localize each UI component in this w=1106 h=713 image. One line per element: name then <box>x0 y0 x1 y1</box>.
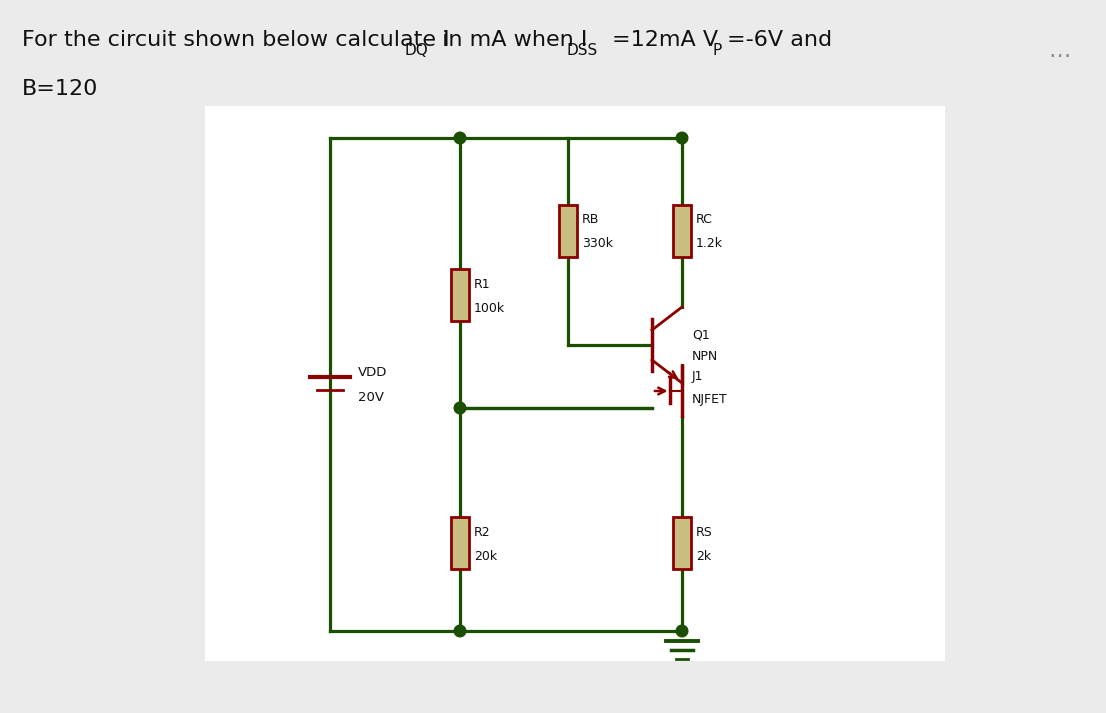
Circle shape <box>455 132 466 144</box>
FancyBboxPatch shape <box>559 205 577 257</box>
FancyBboxPatch shape <box>451 269 469 321</box>
FancyBboxPatch shape <box>672 205 691 257</box>
Text: in mA when I: in mA when I <box>435 30 587 50</box>
Text: 2k: 2k <box>696 550 711 563</box>
Text: J1: J1 <box>692 371 703 384</box>
Text: RB: RB <box>582 213 599 227</box>
Text: 330k: 330k <box>582 237 613 250</box>
Text: 20k: 20k <box>474 550 497 563</box>
Text: DSS: DSS <box>567 43 598 58</box>
Text: VDD: VDD <box>358 366 387 379</box>
Text: …: … <box>1048 41 1072 61</box>
Text: For the circuit shown below calculate I: For the circuit shown below calculate I <box>22 30 450 50</box>
FancyBboxPatch shape <box>672 517 691 569</box>
Text: R2: R2 <box>474 525 491 538</box>
Text: NPN: NPN <box>692 351 718 364</box>
Circle shape <box>676 132 688 144</box>
Text: RS: RS <box>696 525 712 538</box>
Text: B=120: B=120 <box>22 79 98 99</box>
Circle shape <box>676 625 688 637</box>
Text: Q1: Q1 <box>692 329 710 342</box>
FancyBboxPatch shape <box>451 517 469 569</box>
Text: P: P <box>713 43 722 58</box>
Text: =12mA V: =12mA V <box>612 30 718 50</box>
Circle shape <box>455 402 466 414</box>
FancyBboxPatch shape <box>205 106 945 661</box>
Text: 100k: 100k <box>474 302 505 314</box>
Circle shape <box>455 625 466 637</box>
Text: DQ: DQ <box>404 43 428 58</box>
Text: R1: R1 <box>474 277 491 290</box>
Text: 20V: 20V <box>358 391 384 404</box>
Text: NJFET: NJFET <box>692 392 728 406</box>
Text: =-6V and: =-6V and <box>727 30 832 50</box>
Text: RC: RC <box>696 213 713 227</box>
Text: 1.2k: 1.2k <box>696 237 723 250</box>
